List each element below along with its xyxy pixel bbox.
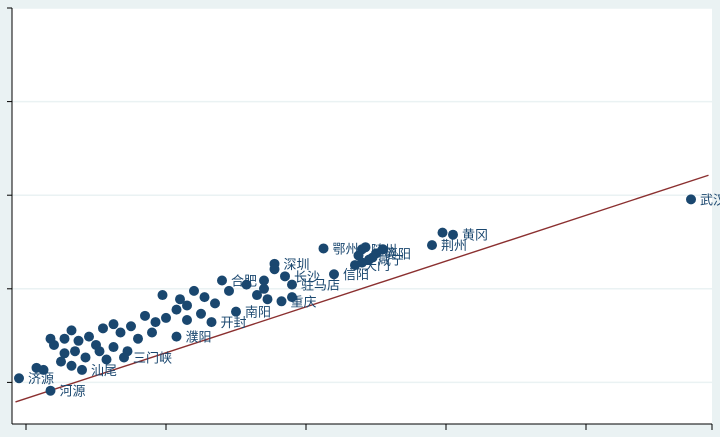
data-point	[259, 275, 269, 286]
data-point	[115, 327, 126, 338]
point-label: 鄂州	[333, 242, 359, 257]
point-label: 合肥	[231, 274, 257, 289]
data-point	[199, 292, 210, 303]
point-label: 汕尾	[91, 364, 117, 379]
data-point	[94, 346, 105, 357]
point-label: 三门峡	[133, 351, 172, 366]
data-point	[80, 352, 91, 363]
data-point	[45, 333, 56, 344]
point-label: 武汉	[700, 193, 720, 208]
data-point	[171, 331, 182, 342]
data-point	[171, 304, 182, 315]
data-point	[437, 227, 448, 238]
data-point	[269, 264, 280, 275]
data-point	[196, 308, 206, 319]
point-label: 襄阳	[385, 246, 411, 262]
data-point	[157, 290, 168, 301]
data-point	[119, 352, 129, 363]
data-point	[175, 294, 185, 305]
data-point	[147, 327, 157, 338]
point-label: 荆州	[441, 238, 467, 254]
data-point	[224, 285, 234, 296]
data-point	[360, 242, 371, 253]
data-point	[231, 306, 241, 317]
data-point	[161, 312, 171, 323]
data-point	[56, 356, 66, 367]
data-point	[108, 319, 119, 330]
data-point	[14, 373, 24, 384]
data-point	[378, 244, 388, 255]
point-label: 长沙	[294, 270, 320, 285]
point-label: 重庆	[291, 294, 317, 310]
data-point	[38, 364, 49, 375]
data-point	[126, 321, 136, 332]
data-point	[73, 335, 84, 346]
point-label: 信阳	[343, 268, 369, 283]
data-point	[287, 279, 297, 290]
data-point	[276, 296, 287, 307]
data-point	[280, 271, 290, 282]
data-point	[108, 342, 119, 353]
data-point	[133, 333, 143, 344]
data-point	[66, 325, 77, 336]
data-point	[448, 229, 458, 240]
data-point	[210, 298, 220, 309]
data-point	[140, 310, 150, 321]
point-label: 天门	[364, 259, 390, 274]
point-label: 开封	[221, 316, 247, 331]
data-point	[241, 279, 252, 290]
data-point	[150, 317, 161, 328]
data-point	[66, 360, 77, 371]
point-label: 深圳	[284, 258, 310, 273]
data-point	[182, 315, 192, 325]
data-point	[262, 294, 273, 305]
data-point	[98, 323, 108, 334]
data-point	[287, 292, 297, 303]
data-point	[59, 348, 70, 359]
data-point	[45, 385, 56, 396]
data-point	[189, 285, 199, 296]
data-point	[252, 290, 262, 301]
data-point	[329, 269, 339, 280]
data-point	[686, 194, 696, 205]
point-label: 河源	[60, 385, 86, 400]
point-label: 济源	[28, 372, 54, 387]
data-point	[59, 333, 70, 344]
data-point	[259, 283, 269, 294]
data-point	[70, 346, 80, 357]
data-point	[84, 331, 94, 342]
point-label: 南阳	[245, 305, 271, 321]
data-point	[427, 240, 437, 251]
data-point	[318, 243, 329, 254]
plot-area	[12, 8, 712, 424]
data-point	[217, 275, 227, 286]
point-label: 驻马店	[301, 279, 340, 294]
data-point	[77, 364, 87, 375]
data-point	[182, 300, 192, 311]
point-label: 咸宁	[378, 253, 404, 269]
data-point	[101, 354, 112, 365]
point-label: 濮阳	[186, 331, 212, 346]
data-point	[357, 257, 367, 268]
data-point	[206, 317, 217, 328]
point-label: 黄冈	[462, 229, 488, 244]
fit-line	[15, 174, 709, 403]
point-label: 随州	[371, 243, 397, 258]
